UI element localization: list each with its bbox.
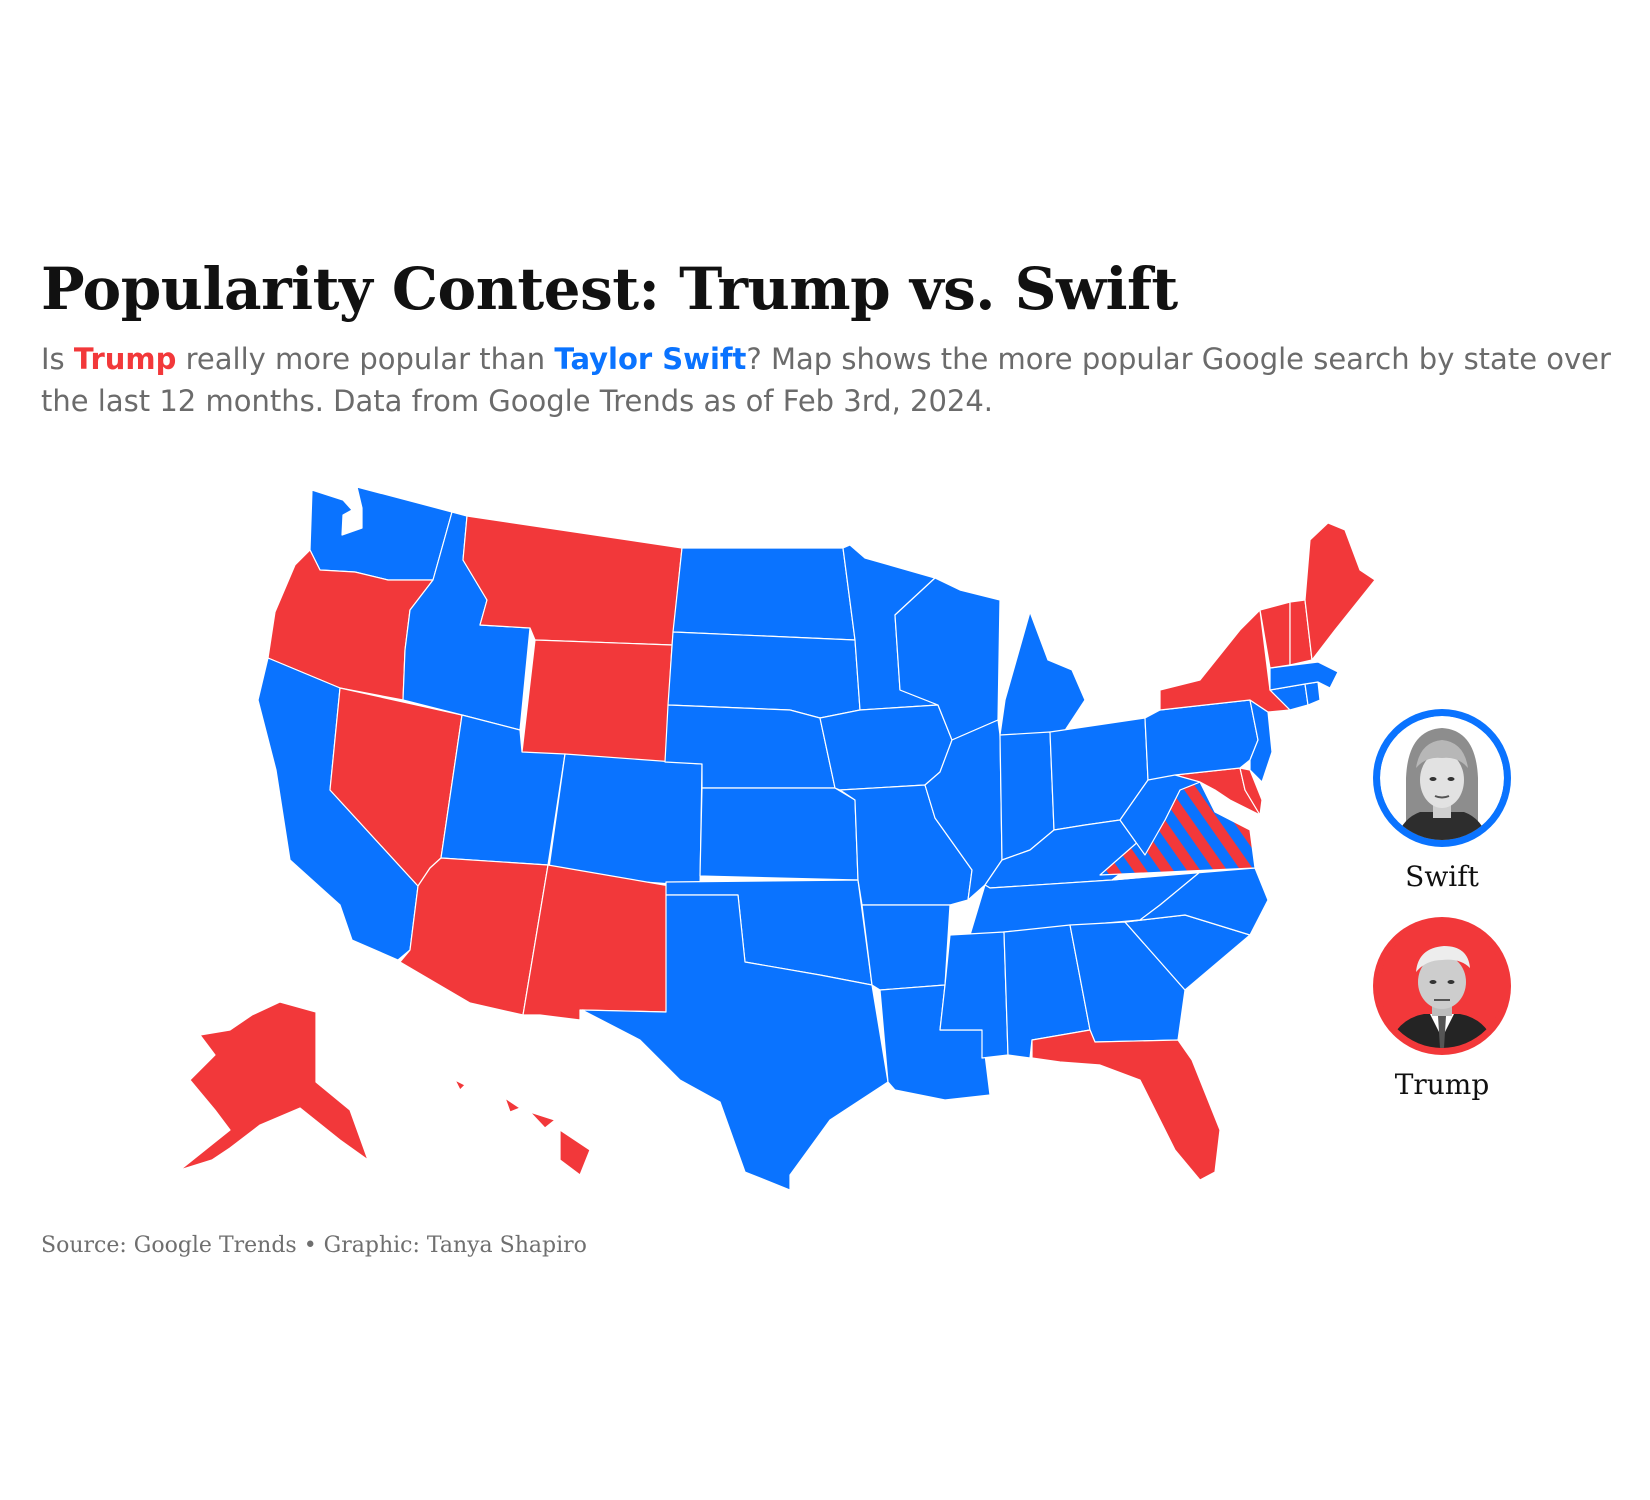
state-illinois bbox=[924, 719, 1003, 901]
state-montana bbox=[462, 515, 683, 646]
legend-swift: Swift bbox=[1352, 708, 1532, 893]
state-iowa bbox=[819, 704, 953, 791]
state-florida bbox=[1031, 1029, 1221, 1181]
legend-swift-label: Swift bbox=[1405, 860, 1479, 893]
subtitle-text-2: really more popular than bbox=[176, 342, 555, 376]
trump-portrait-icon bbox=[1373, 917, 1511, 1055]
state-maine bbox=[1304, 522, 1376, 661]
state-michigan bbox=[999, 611, 1086, 739]
state-delaware bbox=[1239, 767, 1263, 816]
state-south-dakota bbox=[667, 631, 861, 719]
state-texas bbox=[581, 894, 889, 1191]
state-colorado bbox=[547, 753, 703, 887]
state-arizona bbox=[399, 857, 549, 1016]
swift-portrait-icon bbox=[1373, 709, 1511, 847]
state-washington bbox=[309, 486, 453, 581]
state-kansas bbox=[699, 787, 859, 881]
state-massachusetts bbox=[1269, 661, 1339, 691]
state-new-mexico bbox=[522, 864, 671, 1021]
state-new-jersey bbox=[1249, 699, 1273, 783]
source-credit: Source: Google Trends • Graphic: Tanya S… bbox=[41, 1233, 587, 1258]
chart-subtitle: Is Trump really more popular than Taylor… bbox=[41, 338, 1621, 422]
legend-trump-label: Trump bbox=[1394, 1068, 1490, 1101]
state-north-carolina bbox=[1111, 867, 1269, 936]
state-north-dakota bbox=[672, 547, 856, 641]
state-arkansas bbox=[861, 904, 951, 991]
subtitle-swift-highlight: Taylor Swift bbox=[554, 342, 747, 376]
subtitle-text-3: ? Map shows the more popular Google sear… bbox=[41, 342, 1611, 418]
chart-title: Popularity Contest: Trump vs. Swift bbox=[41, 255, 1178, 323]
state-new-york bbox=[1159, 609, 1291, 713]
subtitle-text-1: Is bbox=[41, 342, 74, 376]
legend-trump: Trump bbox=[1352, 916, 1532, 1101]
state-hawaii bbox=[454, 1079, 591, 1176]
state-alaska bbox=[179, 1001, 369, 1171]
state-wyoming bbox=[521, 639, 673, 766]
subtitle-trump-highlight: Trump bbox=[73, 342, 177, 376]
state-rhode-island bbox=[1304, 681, 1321, 706]
